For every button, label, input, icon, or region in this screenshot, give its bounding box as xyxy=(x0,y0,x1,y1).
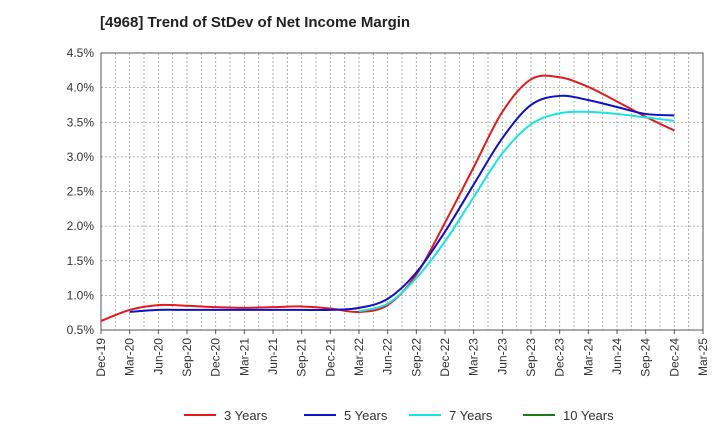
chart-title: [4968] Trend of StDev of Net Income Marg… xyxy=(100,14,411,31)
y-tick-label: 1.0% xyxy=(67,288,95,302)
y-tick-label: 4.0% xyxy=(67,81,95,95)
x-tick-label: Jun-24 xyxy=(610,338,624,375)
series-line-7-years xyxy=(358,110,675,313)
series-line-3-years xyxy=(100,74,675,322)
x-tick-label: Mar-25 xyxy=(696,338,710,376)
x-tick-label: Sep-23 xyxy=(524,338,538,377)
x-tick-label: Sep-20 xyxy=(180,338,194,377)
x-tick-label: Sep-22 xyxy=(409,338,423,377)
x-tick-label: Jun-23 xyxy=(495,338,509,375)
legend-label-3-years: 3 Years xyxy=(224,408,268,423)
x-tick-label: Mar-20 xyxy=(123,338,137,376)
y-tick-label: 3.5% xyxy=(67,115,95,129)
y-tick-label: 4.5% xyxy=(67,46,95,60)
x-tick-label: Mar-24 xyxy=(581,338,595,376)
x-tick-label: Jun-21 xyxy=(266,338,280,375)
y-tick-label: 2.5% xyxy=(67,185,95,199)
legend-label-7-years: 7 Years xyxy=(449,408,493,423)
x-tick-label: Mar-23 xyxy=(467,338,481,376)
y-tick-label: 0.5% xyxy=(67,323,95,337)
x-tick-label: Sep-24 xyxy=(639,338,653,377)
legend-label-5-years: 5 Years xyxy=(344,408,388,423)
x-tick-label: Dec-23 xyxy=(553,338,567,377)
x-tick-label: Dec-22 xyxy=(438,338,452,377)
x-tick-label: Mar-21 xyxy=(237,338,251,376)
y-tick-label: 1.5% xyxy=(67,254,95,268)
x-tick-label: Sep-21 xyxy=(295,338,309,377)
x-tick-label: Jun-22 xyxy=(381,338,395,375)
x-tick-label: Dec-24 xyxy=(667,338,681,377)
series-line-5-years xyxy=(129,94,675,313)
x-tick-label: Mar-22 xyxy=(352,338,366,376)
x-tick-label: Dec-20 xyxy=(209,338,223,377)
axes: 0.5% 1.0% 1.5% 2.0% 2.5% 3.0% 3.5% 4.0% 4.5% Dec-… xyxy=(67,46,710,377)
x-tick-label: Jun-20 xyxy=(151,338,165,375)
x-tick-label: Dec-19 xyxy=(94,338,108,377)
legend-label-10-years: 10 Years xyxy=(563,408,614,423)
legend: 3 Years 5 Years 7 Years 10 Years xyxy=(184,408,614,423)
y-tick-label: 3.0% xyxy=(67,150,95,164)
x-tick-label: Dec-21 xyxy=(323,338,337,377)
plot-frame xyxy=(100,52,704,331)
series-lines xyxy=(100,74,675,322)
y-tick-label: 2.0% xyxy=(67,219,95,233)
